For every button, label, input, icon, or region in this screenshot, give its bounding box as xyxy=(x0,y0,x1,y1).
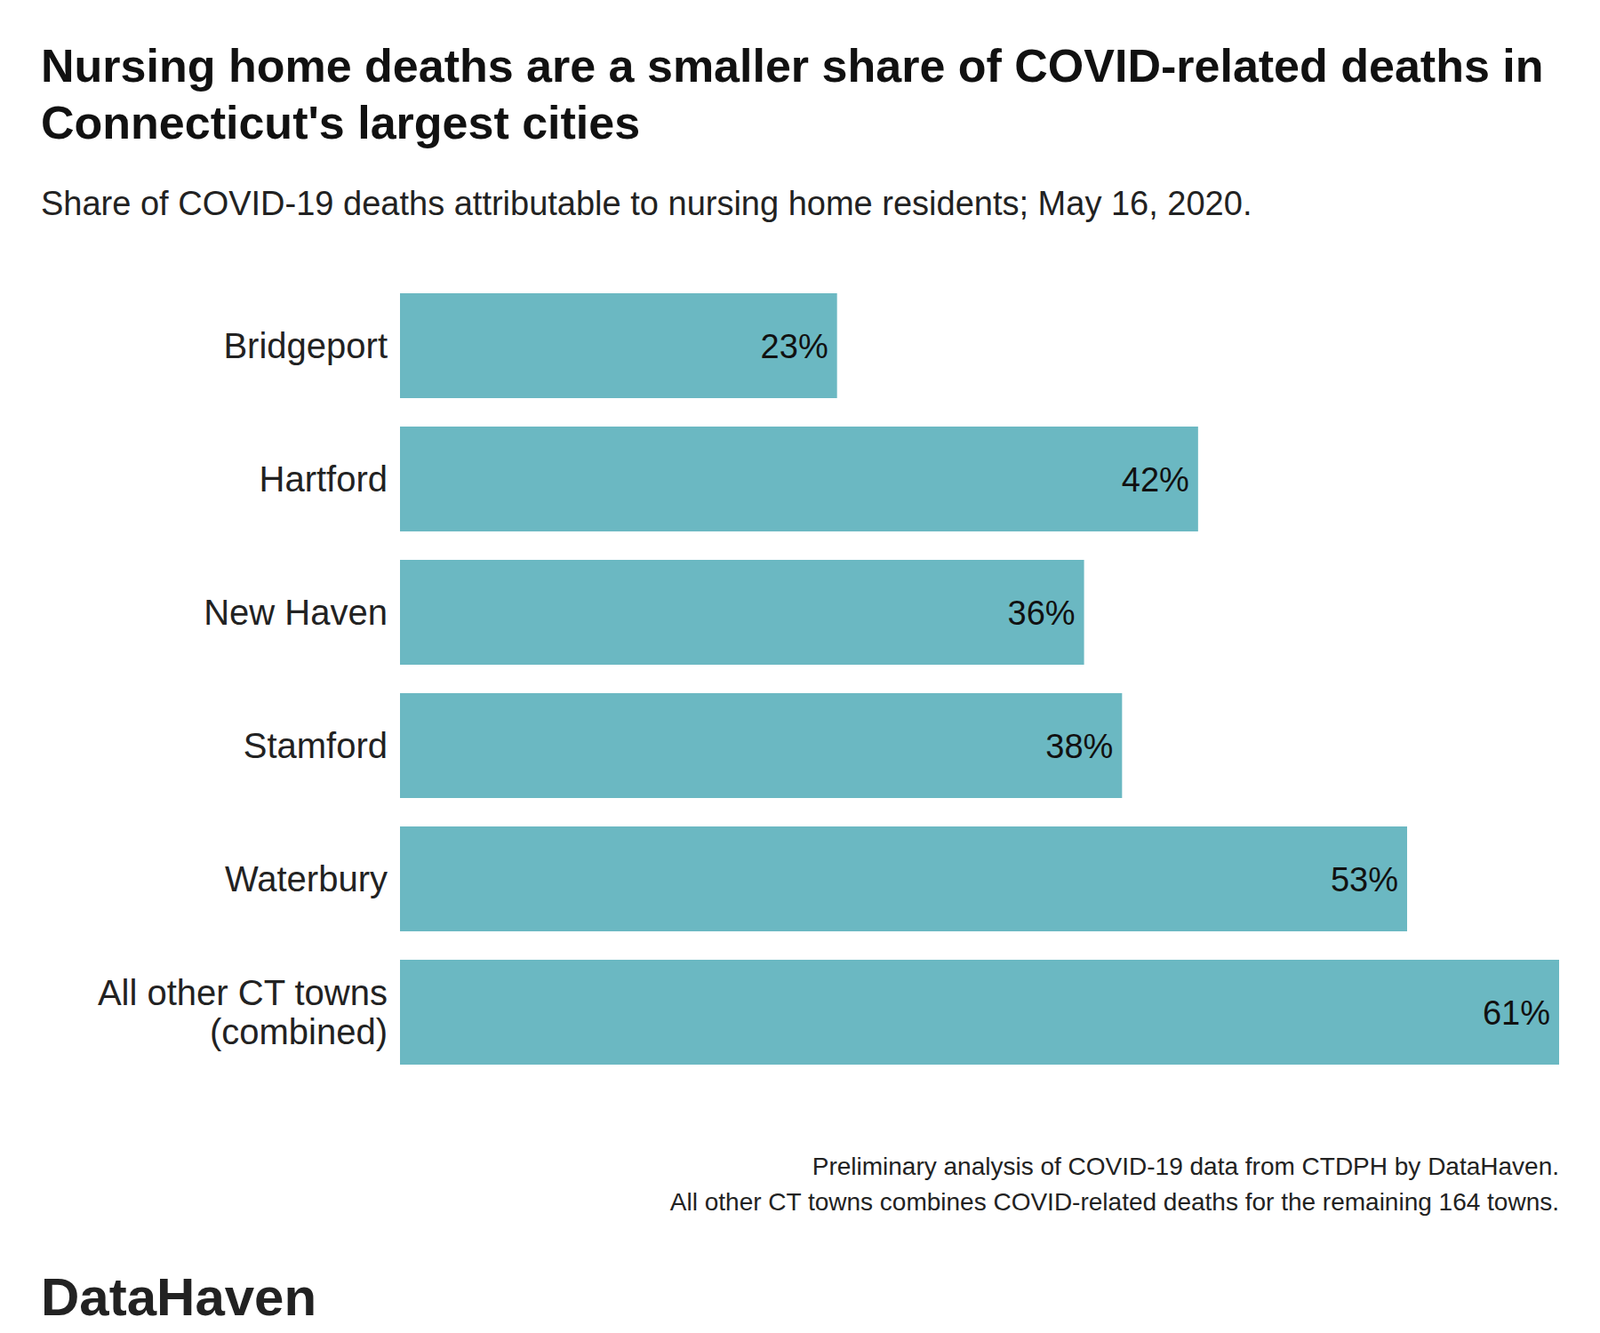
chart: Nursing home deaths are a smaller share … xyxy=(0,0,1600,1333)
bar xyxy=(400,426,1199,532)
data-label: 23% xyxy=(760,328,829,366)
category-label: Bridgeport xyxy=(223,326,388,366)
bar xyxy=(400,293,838,399)
bar xyxy=(400,826,1408,932)
bar xyxy=(400,693,1122,799)
bar xyxy=(400,560,1085,665)
category-label: All other CT towns(combined) xyxy=(97,973,388,1052)
title: Nursing home deaths are a smaller share … xyxy=(40,40,1544,149)
category-label: New Haven xyxy=(203,592,388,632)
data-label: 36% xyxy=(1008,594,1076,632)
data-label: 42% xyxy=(1121,461,1190,499)
note: Preliminary analysis of COVID-19 data fr… xyxy=(812,1152,1560,1181)
data-label: 38% xyxy=(1045,728,1113,766)
data-label: 53% xyxy=(1330,861,1399,899)
logo: DataHaven xyxy=(40,1267,317,1328)
category-label: Hartford xyxy=(259,459,389,499)
bar xyxy=(400,960,1560,1065)
subtitle: Share of COVID-19 deaths attributable to… xyxy=(40,184,1252,223)
note: All other CT towns combines COVID-relate… xyxy=(670,1188,1560,1216)
category-label: Waterbury xyxy=(224,859,388,899)
category-label: Stamford xyxy=(243,726,388,766)
data-label: 61% xyxy=(1482,994,1551,1032)
bars xyxy=(400,293,1560,1065)
